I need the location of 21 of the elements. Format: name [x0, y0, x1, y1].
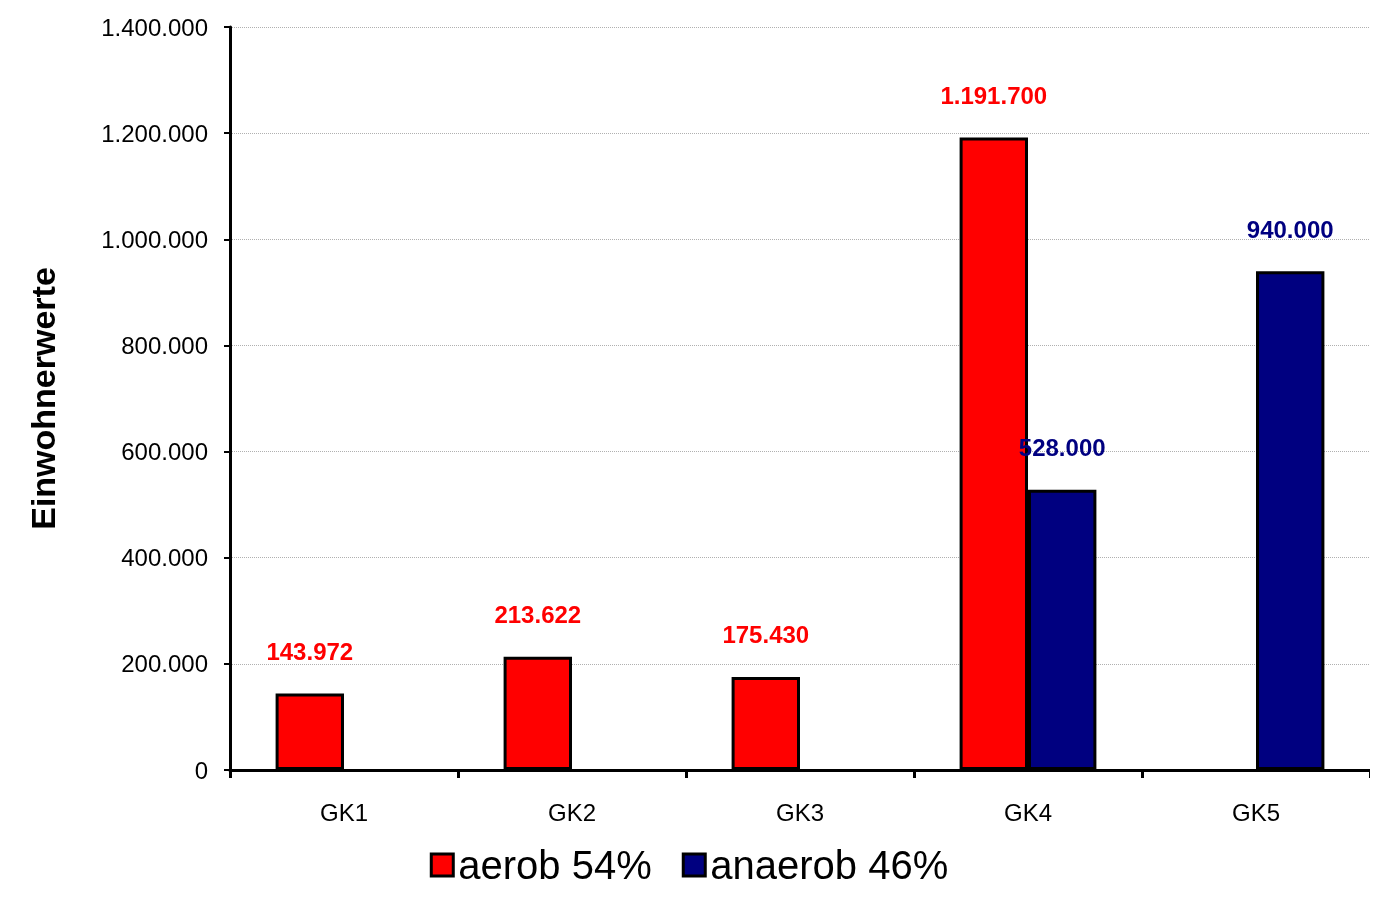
- legend-label: anaerob 46%: [710, 843, 949, 887]
- data-label: 143.972: [266, 638, 354, 666]
- y-tick-label: 1.200.000: [101, 119, 208, 147]
- y-tick-label: 1.400.000: [101, 13, 208, 41]
- x-tick-label: GK2: [547, 798, 597, 826]
- x-tick-label: GK3: [775, 798, 825, 826]
- data-label: 175.430: [722, 621, 810, 649]
- legend-label: aerob 54%: [458, 843, 652, 887]
- y-tick-label: 800.000: [121, 331, 208, 359]
- y-tick-label: 600.000: [121, 438, 208, 466]
- data-label: 213.622: [494, 601, 582, 629]
- y-tick-label: 1.000.000: [101, 225, 208, 253]
- data-label: 1.191.700: [940, 82, 1048, 110]
- y-axis-title: Einwohnerwerte: [24, 267, 62, 530]
- x-tick-label: GK5: [1231, 798, 1281, 826]
- y-tick-label: 200.000: [121, 650, 208, 678]
- x-tick-label: GK4: [1003, 798, 1053, 826]
- data-label: 940.000: [1246, 215, 1334, 243]
- y-tick-label: 400.000: [121, 544, 208, 572]
- y-tick-label: 0: [194, 756, 208, 784]
- x-tick-label: GK1: [319, 798, 369, 826]
